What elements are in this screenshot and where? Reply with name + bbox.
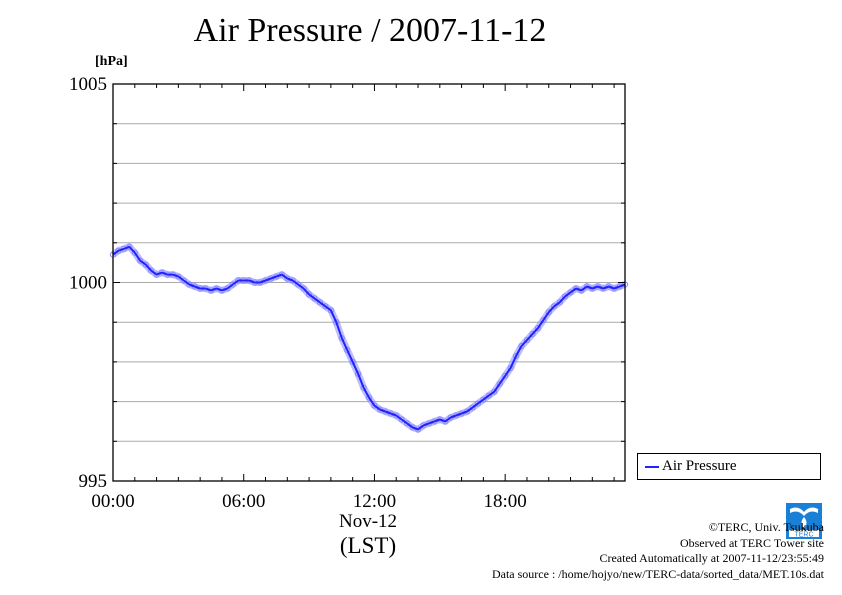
data-point	[485, 392, 492, 399]
axis-ticks: 995 1000 1005 00:00 06:00 12:00 18:00	[69, 74, 625, 512]
data-point	[131, 249, 138, 256]
data-point	[398, 416, 405, 423]
data-point	[496, 380, 503, 387]
data-point	[148, 267, 155, 274]
data-point	[300, 285, 307, 292]
data-point	[491, 388, 498, 395]
data-point	[545, 309, 552, 316]
y-tick-label: 1005	[69, 74, 107, 95]
data-point	[507, 364, 514, 371]
data-point	[404, 420, 411, 427]
data-point	[474, 400, 482, 407]
data-point	[512, 352, 520, 360]
legend: Air Pressure	[637, 453, 821, 480]
y-tick-label: 995	[79, 471, 108, 492]
data-point	[295, 281, 302, 288]
chart-title: Air Pressure / 2007-11-12	[193, 12, 547, 49]
data-point	[327, 307, 334, 314]
data-point	[534, 325, 541, 332]
credit-created: Created Automatically at 2007-11-12/23:5…	[599, 551, 824, 565]
x-date-label: Nov-12	[338, 511, 398, 532]
credits: ©TERC, Univ. Tsukuba Observed at TERC To…	[492, 520, 824, 582]
data-point	[142, 261, 149, 268]
data-point	[344, 346, 351, 354]
data-point	[567, 289, 574, 296]
data-point	[305, 291, 313, 298]
credit-site: Observed at TERC Tower site	[679, 535, 824, 550]
x-tick-label: 06:00	[222, 491, 265, 512]
data-point	[316, 299, 324, 306]
x-axis-title: (LST)	[339, 533, 397, 558]
data-point	[311, 295, 318, 302]
legend-swatch	[645, 466, 659, 468]
credit-source: Data source : /home/hojyo/new/TERC-data/…	[491, 566, 824, 581]
x-tick-label: 00:00	[91, 491, 134, 512]
data-point	[180, 277, 187, 284]
logo-text: TERC	[794, 532, 813, 539]
data-point	[540, 317, 547, 324]
data-point	[137, 257, 144, 264]
data-point	[556, 299, 563, 306]
data-point	[551, 303, 558, 310]
legend-label: Air Pressure	[662, 458, 737, 474]
data-point	[365, 394, 373, 401]
series-air-pressure	[109, 243, 629, 433]
y-tick-label: 1000	[69, 273, 107, 294]
data-point	[480, 396, 487, 403]
data-point	[561, 293, 569, 300]
data-point	[469, 404, 476, 411]
x-tick-label: 12:00	[353, 491, 396, 512]
series-line	[112, 245, 626, 431]
data-point	[371, 402, 378, 409]
data-point	[349, 358, 356, 365]
data-point	[229, 281, 236, 288]
data-point	[518, 342, 525, 350]
data-point	[523, 336, 531, 344]
grid-lines	[113, 123, 625, 442]
y-unit-label: [hPa]	[95, 54, 128, 69]
data-point	[529, 331, 536, 338]
terc-logo: TERC	[786, 503, 822, 539]
x-tick-label: 18:00	[484, 491, 527, 512]
credit-copyright: ©TERC, Univ. Tsukuba	[708, 520, 824, 534]
data-point	[502, 372, 509, 379]
data-point	[322, 303, 329, 310]
